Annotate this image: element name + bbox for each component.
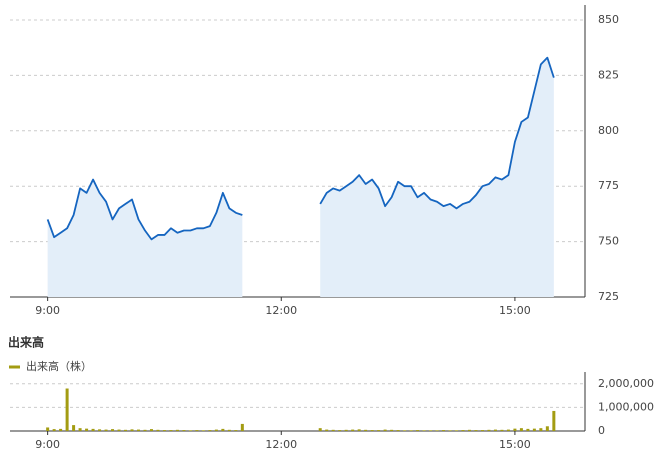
volume-bar: [532, 428, 536, 431]
volume-bar: [234, 430, 238, 431]
y-tick-label: 850: [598, 13, 619, 26]
volume-bar: [188, 430, 192, 431]
volume-bar: [364, 429, 368, 431]
volume-bar: [396, 430, 400, 431]
volume-bar: [448, 430, 452, 431]
volume-bar: [85, 428, 89, 431]
y-tick-label: 825: [598, 68, 619, 81]
volume-bar: [416, 430, 420, 431]
volume-bar: [422, 430, 426, 431]
volume-bar: [351, 429, 355, 431]
y-tick-label: 2,000,000: [598, 377, 654, 390]
volume-bar: [493, 429, 497, 431]
volume-bar: [208, 430, 212, 431]
legend-label: 出来高（株）: [26, 359, 92, 373]
volume-bar: [409, 430, 413, 431]
volume-bar: [370, 430, 374, 431]
x-tick-label: 9:00: [35, 438, 60, 451]
volume-bar: [552, 410, 556, 431]
volume-bar: [325, 429, 329, 431]
volume-bar: [383, 429, 387, 431]
volume-bar: [357, 429, 361, 431]
volume-bar: [390, 429, 394, 431]
volume-bar: [136, 429, 140, 431]
volume-bar: [162, 430, 166, 431]
volume-bar: [240, 423, 244, 431]
volume-bar: [455, 430, 459, 431]
volume-bar: [474, 430, 478, 431]
volume-bar: [124, 429, 128, 431]
volume-bar: [214, 429, 218, 431]
volume-bar: [130, 429, 134, 431]
y-tick-label: 725: [598, 290, 619, 303]
volume-bar: [149, 429, 153, 431]
x-tick-label: 12:00: [265, 438, 297, 451]
volume-bar: [519, 428, 523, 431]
volume-bar: [111, 429, 115, 431]
volume-bar: [117, 429, 121, 431]
volume-bar: [344, 429, 348, 431]
volume-bar: [78, 428, 82, 431]
y-tick-label: 1,000,000: [598, 400, 654, 413]
y-tick-label: 800: [598, 124, 619, 137]
volume-bar: [526, 428, 530, 431]
volume-bar: [331, 429, 335, 431]
price-line: [46, 56, 555, 241]
price-area: [47, 57, 554, 298]
volume-bar: [156, 429, 160, 431]
volume-bar: [46, 427, 50, 431]
volume-bar: [104, 429, 108, 431]
y-tick-label: 750: [598, 235, 619, 248]
volume-bar: [91, 428, 95, 431]
volume-bar: [487, 429, 491, 431]
volume-bar: [467, 429, 471, 431]
volume-bar: [435, 430, 439, 431]
x-tick-label: 12:00: [265, 304, 297, 317]
y-tick-label: 775: [598, 179, 619, 192]
volume-bar: [72, 425, 76, 431]
volume-title: 出来高: [8, 335, 44, 350]
volume-bar: [545, 426, 549, 431]
volume-bar: [175, 429, 179, 431]
volume-bar: [182, 430, 186, 431]
x-tick-label: 15:00: [499, 304, 531, 317]
volume-bar: [201, 430, 205, 431]
volume-bar: [500, 429, 504, 431]
volume-bar: [506, 429, 510, 431]
x-tick-label: 9:00: [35, 304, 60, 317]
volume-bar: [59, 428, 63, 431]
volume-bar: [377, 430, 381, 431]
volume-bar: [480, 430, 484, 431]
volume-bar: [442, 430, 446, 431]
volume-bar: [403, 430, 407, 431]
volume-bar: [143, 429, 147, 431]
volume-bar: [513, 428, 517, 431]
y-tick-label: 0: [598, 424, 605, 437]
volume-bar: [461, 430, 465, 431]
volume-bar: [318, 428, 322, 431]
x-tick-label: 15:00: [499, 438, 531, 451]
volume-bar: [539, 428, 543, 431]
volume-bar: [65, 388, 69, 431]
volume-bar: [221, 428, 225, 431]
volume-bar: [338, 430, 342, 431]
volume-bar: [52, 429, 56, 431]
volume-bar: [429, 430, 433, 431]
volume-bar: [169, 430, 173, 431]
volume-bar: [98, 429, 102, 431]
volume-bar: [195, 430, 199, 431]
volume-bar: [227, 429, 231, 431]
